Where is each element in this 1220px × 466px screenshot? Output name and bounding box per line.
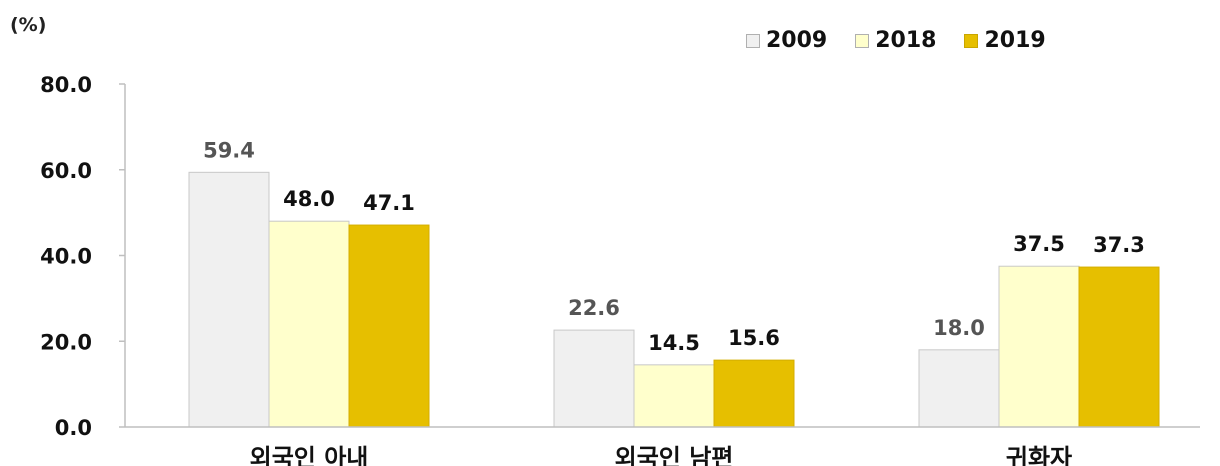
y-tick-label: 20.0: [40, 330, 92, 354]
data-label-2019-3: 37.3: [1093, 233, 1145, 257]
legend-swatch-2018: [855, 33, 870, 48]
bar-2019-2: [713, 359, 795, 428]
bar-2018-3: [998, 265, 1080, 428]
legend-item-2009: 2009: [746, 28, 827, 53]
bar-2018-1: [268, 220, 350, 428]
legend: 2009 2018 2019: [746, 28, 1046, 53]
bar-2009-2: [553, 329, 635, 428]
legend-label-2019: 2019: [984, 28, 1046, 53]
bar-2019-3: [1078, 266, 1160, 428]
data-label-2009-2: 22.6: [568, 296, 620, 320]
y-tick-label: 60.0: [40, 159, 92, 183]
bar-2009-1: [188, 171, 270, 428]
legend-swatch-2009: [746, 33, 760, 48]
data-label-2018-3: 37.5: [1013, 232, 1065, 256]
x-category-label: 외국인 아내: [250, 444, 369, 466]
y-tick-label: 40.0: [40, 245, 92, 269]
x-category-label: 귀화자: [1006, 444, 1072, 466]
y-tick-label: 80.0: [40, 73, 92, 97]
data-label-2018-1: 48.0: [283, 187, 335, 211]
data-label-2009-3: 18.0: [933, 316, 985, 340]
y-tick-label: 0.0: [55, 416, 92, 440]
legend-item-2018: 2018: [855, 28, 936, 53]
bar-2018-2: [633, 364, 715, 428]
bar-2019-1: [348, 224, 430, 428]
data-label-2019-2: 15.6: [728, 326, 780, 350]
bar-2009-3: [918, 349, 1000, 428]
legend-item-2019: 2019: [964, 28, 1046, 53]
data-label-2018-2: 14.5: [648, 331, 700, 355]
data-label-2009-1: 59.4: [203, 138, 255, 162]
x-category-label: 외국인 남편: [615, 444, 734, 466]
legend-swatch-2019: [964, 33, 979, 48]
y-unit-label: (%): [10, 14, 47, 36]
data-label-2019-1: 47.1: [363, 191, 415, 215]
legend-label-2018: 2018: [875, 28, 937, 53]
legend-label-2009: 2009: [766, 28, 828, 53]
